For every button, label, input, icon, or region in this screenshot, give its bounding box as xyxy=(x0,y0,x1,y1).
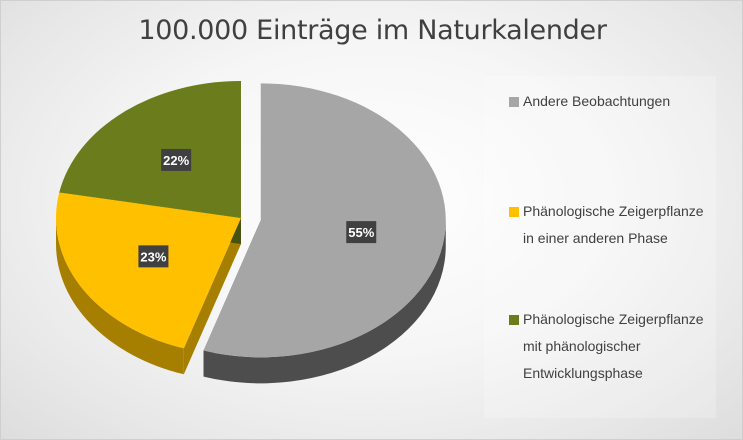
legend-swatch-2 xyxy=(509,315,519,325)
data-label-box-0 xyxy=(346,221,377,244)
chart-title: 100.000 Einträge im Naturkalender xyxy=(138,15,607,46)
pie-slice-cut-1-0 xyxy=(183,218,241,375)
data-label-2: 22% xyxy=(163,153,189,168)
legend: Andere Beobachtungen Phänologische Zeiger… xyxy=(484,76,716,418)
pie-slice-side-1 xyxy=(55,218,184,375)
legend-label-0: Andere Beobachtungen xyxy=(523,93,671,109)
pie-slice-side-0 xyxy=(203,220,446,384)
legend-swatch-0 xyxy=(509,97,519,107)
pie-slice-1 xyxy=(56,192,242,349)
pie-slice-2 xyxy=(59,81,242,218)
data-label-0: 55% xyxy=(348,225,374,240)
legend-label-2: Phänologische Zeigerpflanze mit phänolog… xyxy=(523,311,704,381)
data-label-box-2 xyxy=(161,148,192,171)
data-label-box-1 xyxy=(138,245,169,268)
pie-slice-0 xyxy=(203,83,446,358)
data-label-1: 23% xyxy=(140,249,166,264)
legend-label-1: Phänologische Zeigerpflanze in einer and… xyxy=(523,203,704,246)
legend-swatch-1 xyxy=(509,207,519,217)
